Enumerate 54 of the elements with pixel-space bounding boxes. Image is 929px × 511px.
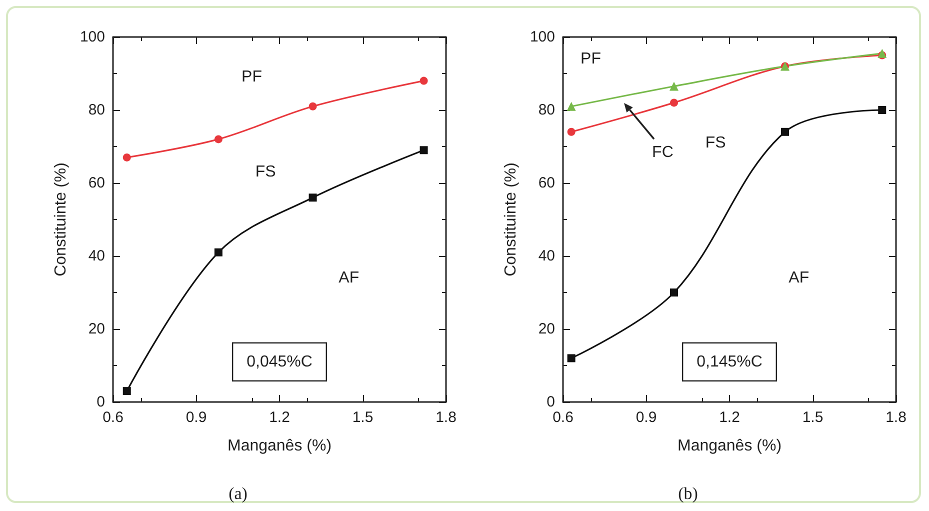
y-axis-title: Constituinte (%) — [52, 162, 70, 276]
y-tick-label: 0 — [96, 394, 105, 410]
y-tick-label: 60 — [538, 174, 555, 192]
point — [670, 288, 678, 296]
y-tick-label: 40 — [88, 248, 105, 264]
x-tick-label: 1.5 — [352, 409, 374, 426]
annotation: AF — [788, 269, 810, 286]
y-tick-label: 100 — [530, 28, 555, 46]
y-tick-label: 20 — [538, 320, 555, 338]
point — [567, 354, 576, 362]
x-tick-label: 0.9 — [636, 409, 657, 426]
point — [122, 387, 131, 396]
x-tick-label: 1.8 — [886, 409, 906, 426]
annotation: 0,045%C — [246, 353, 312, 370]
point — [567, 128, 576, 136]
point — [670, 98, 678, 107]
y-tick-label: 0 — [546, 394, 555, 410]
text: (a) — [228, 484, 248, 503]
x-tick-label: 1.2 — [719, 409, 740, 426]
annotation: FS — [705, 134, 726, 152]
y-tick-label: 40 — [538, 248, 555, 264]
x-axis-title: Manganês (%) — [677, 438, 782, 454]
text: (b) — [678, 484, 698, 503]
point — [308, 102, 317, 110]
point — [214, 135, 222, 144]
y-axis-title: Constituinte (%) — [502, 162, 520, 276]
annotation: FS — [255, 164, 276, 181]
x-tick-label: 0.6 — [552, 409, 574, 426]
y-tick-label: 20 — [88, 320, 105, 338]
annotation: 0,145%C — [696, 353, 762, 370]
point — [420, 76, 428, 85]
annotation: PF — [580, 50, 602, 68]
x-tick-label: 1.8 — [436, 409, 456, 426]
point — [878, 48, 887, 58]
point — [878, 106, 886, 114]
y-tick-label: 80 — [538, 102, 555, 118]
x-tick-label: 1.5 — [802, 409, 824, 426]
point — [122, 153, 131, 162]
x-axis-title: Manganês (%) — [227, 438, 332, 454]
point — [420, 146, 428, 154]
point — [670, 82, 678, 91]
point — [214, 248, 222, 256]
point — [308, 194, 317, 202]
annotation: AF — [338, 269, 360, 286]
annotation: FC — [652, 144, 674, 162]
x-tick-label: 0.6 — [102, 409, 124, 426]
x-tick-label: 0.9 — [186, 409, 207, 426]
annotation: PF — [242, 68, 262, 86]
y-tick-label: 80 — [88, 102, 105, 118]
x-tick-label: 1.2 — [269, 409, 290, 426]
y-tick-label: 60 — [88, 174, 105, 192]
y-tick-label: 100 — [80, 28, 105, 46]
point — [781, 128, 789, 136]
point — [566, 102, 576, 111]
